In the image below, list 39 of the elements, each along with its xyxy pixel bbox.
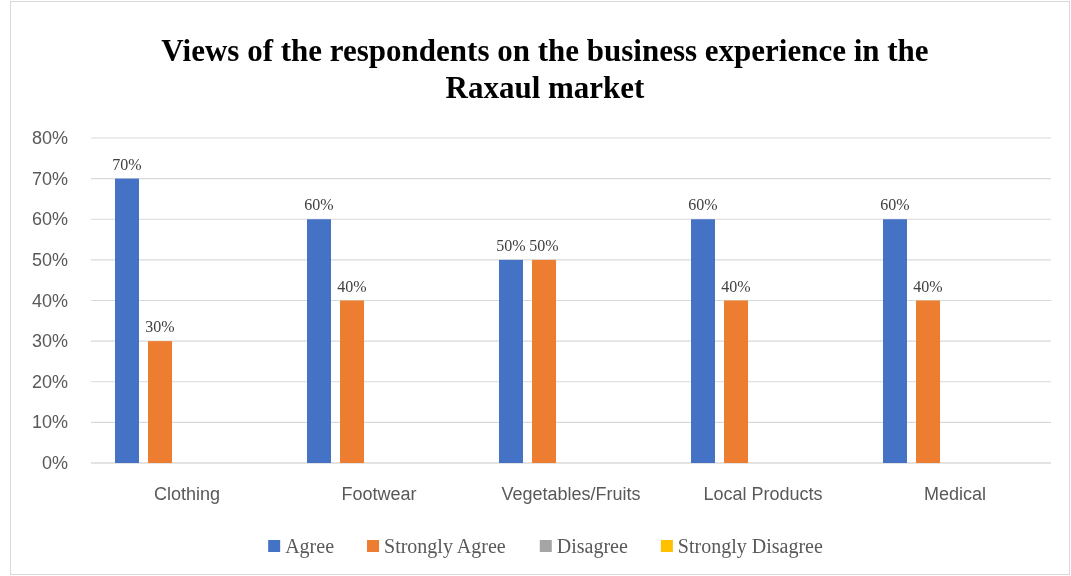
bar <box>724 300 749 463</box>
bar <box>532 259 557 463</box>
data-label: 50% <box>496 236 526 254</box>
y-tick-label: 0% <box>41 453 68 473</box>
data-label: 50% <box>529 236 559 254</box>
data-label: 40% <box>721 277 751 295</box>
data-label: 60% <box>880 196 910 214</box>
bar <box>691 219 715 463</box>
bar <box>115 178 139 463</box>
data-label: 60% <box>304 196 334 214</box>
bar <box>499 259 523 463</box>
bar <box>307 219 331 463</box>
x-tick-label: Local Products <box>703 484 823 504</box>
bar <box>340 300 365 463</box>
bar <box>148 341 173 463</box>
y-tick-label: 70% <box>31 168 68 189</box>
legend-label: Disagree <box>556 535 628 558</box>
data-label: 60% <box>688 196 718 214</box>
y-tick-label: 20% <box>31 371 68 392</box>
y-tick-label: 10% <box>31 412 68 433</box>
legend-label: Strongly Agree <box>384 535 506 558</box>
legend-label: Strongly Disagree <box>677 535 823 558</box>
bar <box>883 219 907 463</box>
x-tick-label: Clothing <box>153 484 221 504</box>
y-tick-label: 80% <box>31 128 68 148</box>
y-tick-label: 40% <box>31 290 68 311</box>
y-tick-label: 30% <box>31 331 68 352</box>
bar <box>916 300 941 463</box>
y-tick-label: 50% <box>31 249 68 270</box>
x-tick-label: Vegetables/Fruits <box>501 484 641 504</box>
x-tick-label: Medical <box>923 484 987 504</box>
y-tick-label: 60% <box>31 209 68 230</box>
data-label: 30% <box>145 318 175 336</box>
data-label: 70% <box>112 155 142 173</box>
legend-label: Agree <box>285 535 335 558</box>
x-tick-label: Footwear <box>341 484 417 504</box>
chart-title: Views of the respondents on the business experience in the Raxaul market <box>161 33 929 105</box>
data-label: 40% <box>337 277 367 295</box>
data-label: 40% <box>913 277 943 295</box>
